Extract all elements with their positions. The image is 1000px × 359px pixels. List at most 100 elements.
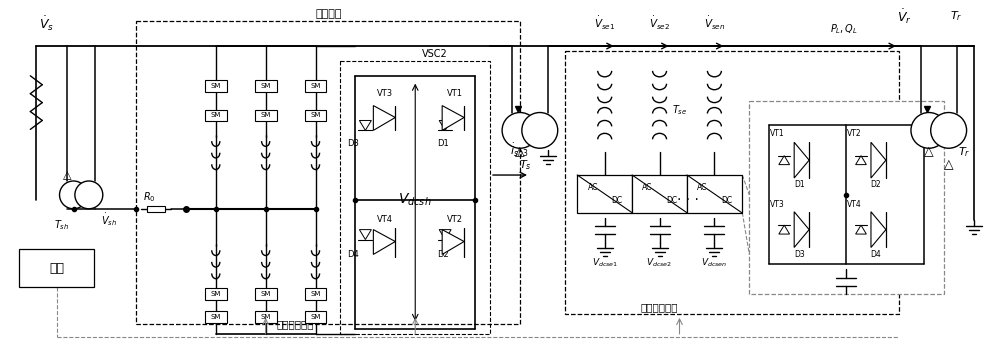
Bar (136, 21, 520, 324)
Text: △: △ (944, 159, 954, 172)
Text: 输电线路: 输电线路 (315, 9, 342, 19)
Bar (305, 109, 326, 121)
Polygon shape (439, 121, 451, 130)
Circle shape (911, 112, 947, 148)
Text: VT2: VT2 (847, 129, 861, 138)
Text: VT2: VT2 (447, 215, 463, 224)
Circle shape (502, 112, 538, 148)
Polygon shape (794, 142, 809, 178)
Text: SM: SM (260, 112, 271, 118)
Text: D1: D1 (794, 181, 804, 190)
Polygon shape (794, 212, 809, 247)
Circle shape (60, 181, 87, 209)
Text: AC: AC (697, 183, 708, 192)
Text: SM: SM (310, 83, 321, 89)
Text: SM: SM (260, 314, 271, 320)
Bar (205, 109, 227, 121)
Text: · · ·: · · · (677, 193, 698, 207)
Text: D2: D2 (437, 250, 449, 259)
Text: $T_r$: $T_r$ (950, 9, 962, 23)
Text: $V_{dcsh}$: $V_{dcsh}$ (398, 192, 432, 208)
Polygon shape (373, 106, 395, 130)
Text: DC: DC (611, 196, 622, 205)
Circle shape (931, 112, 967, 148)
Text: $\dot{i}_{sh3}$: $\dot{i}_{sh3}$ (510, 142, 528, 159)
Text: $T_s$: $T_s$ (519, 158, 531, 172)
Text: $\dot{V}_s$: $\dot{V}_s$ (39, 14, 54, 33)
Text: VT3: VT3 (377, 89, 393, 98)
Bar (255, 109, 277, 121)
Text: SM: SM (260, 291, 271, 297)
Text: VT3: VT3 (770, 200, 785, 209)
Text: $T_{sh}$: $T_{sh}$ (54, 218, 69, 232)
Text: D3: D3 (794, 250, 805, 259)
Text: SM: SM (260, 83, 271, 89)
Text: $\dot{V}_{sh}$: $\dot{V}_{sh}$ (101, 211, 117, 228)
Polygon shape (856, 225, 866, 234)
Text: VT4: VT4 (847, 200, 861, 209)
Bar (19, 250, 94, 287)
Text: D4: D4 (348, 250, 359, 259)
Text: D4: D4 (871, 250, 881, 259)
Text: DC: DC (721, 196, 732, 205)
Bar (205, 311, 227, 323)
Text: △: △ (63, 170, 71, 180)
Text: AC: AC (642, 183, 653, 192)
Text: SM: SM (211, 291, 221, 297)
Bar (147, 206, 165, 212)
Bar (577, 175, 632, 213)
Text: SM: SM (310, 291, 321, 297)
Text: D1: D1 (437, 139, 449, 148)
Bar (205, 288, 227, 300)
Text: $T_r$: $T_r$ (958, 145, 970, 159)
Text: $V_{dcse1}$: $V_{dcse1}$ (592, 256, 618, 269)
Text: 控制: 控制 (49, 262, 64, 275)
Text: △: △ (515, 146, 525, 159)
Polygon shape (439, 230, 451, 239)
Text: SM: SM (211, 314, 221, 320)
Text: VT1: VT1 (770, 129, 785, 138)
Polygon shape (359, 230, 371, 239)
Text: 串联侧变流器: 串联侧变流器 (641, 302, 678, 312)
Text: $V_{dcse2}$: $V_{dcse2}$ (646, 256, 673, 269)
Text: △: △ (924, 146, 934, 159)
Polygon shape (856, 156, 866, 165)
Text: $V_{dcsen}$: $V_{dcsen}$ (701, 256, 728, 269)
Bar (305, 288, 326, 300)
Bar (632, 175, 687, 213)
Text: DC: DC (666, 196, 677, 205)
Polygon shape (442, 106, 464, 130)
Bar (687, 175, 742, 213)
Text: SM: SM (310, 112, 321, 118)
Bar (749, 101, 944, 294)
Polygon shape (779, 156, 790, 165)
Text: SM: SM (211, 83, 221, 89)
Circle shape (522, 112, 558, 148)
Text: $\dot{V}_{se1}$: $\dot{V}_{se1}$ (594, 15, 615, 32)
Text: $\dot{V}_{sen}$: $\dot{V}_{sen}$ (704, 15, 725, 32)
Text: D3: D3 (347, 139, 359, 148)
Polygon shape (871, 212, 886, 247)
Bar (255, 288, 277, 300)
Circle shape (75, 181, 103, 209)
Text: $\dot{V}_r$: $\dot{V}_r$ (897, 7, 911, 25)
Text: VT1: VT1 (447, 89, 463, 98)
Polygon shape (779, 225, 790, 234)
Text: $P_L, Q_L$: $P_L, Q_L$ (830, 22, 858, 36)
Bar (305, 311, 326, 323)
Text: $R_0$: $R_0$ (143, 190, 155, 204)
Bar (565, 51, 899, 314)
Text: SM: SM (211, 112, 221, 118)
Text: $T_{se}$: $T_{se}$ (672, 104, 687, 117)
Polygon shape (442, 230, 464, 255)
Text: AC: AC (587, 183, 598, 192)
Polygon shape (871, 142, 886, 178)
Text: VSC2: VSC2 (422, 49, 448, 59)
Bar (340, 61, 490, 334)
Polygon shape (373, 230, 395, 255)
Bar (255, 311, 277, 323)
Bar (255, 80, 277, 92)
Bar (205, 80, 227, 92)
Bar (305, 80, 326, 92)
Text: $\dot{V}_{se2}$: $\dot{V}_{se2}$ (649, 15, 670, 32)
